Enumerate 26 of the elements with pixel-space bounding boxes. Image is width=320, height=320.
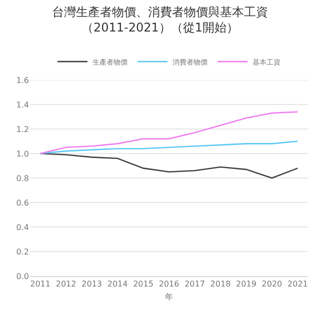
x-tick-label: 2011 xyxy=(30,280,50,289)
x-tick-label: 2014 xyxy=(107,280,128,289)
x-tick-label: 2013 xyxy=(82,280,102,289)
y-tick-label: 0.2 xyxy=(16,247,29,256)
y-tick-label: 0.4 xyxy=(16,222,29,232)
y-tick-label: 0.6 xyxy=(16,198,29,208)
y-tick-label: 0.0 xyxy=(16,272,29,281)
chart-subtitle: （2011-2021）（從1開始） xyxy=(81,20,239,35)
y-tick-label: 1.6 xyxy=(16,76,29,85)
line-series xyxy=(40,111,298,154)
y-tick-label: 0.8 xyxy=(16,174,29,183)
x-tick-label: 2017 xyxy=(184,280,205,289)
x-axis-title: 年 xyxy=(165,292,173,302)
chart-title: 台灣生產者物價、消費者物價與基本工資 xyxy=(52,5,268,19)
x-tick-label: 2020 xyxy=(262,280,282,289)
y-tick-label: 1.0 xyxy=(16,149,29,158)
x-tick-label: 2018 xyxy=(210,280,231,289)
y-tick-label: 1.2 xyxy=(16,124,29,134)
x-tick-label: 2019 xyxy=(236,280,256,289)
y-tick-label: 1.4 xyxy=(16,100,29,110)
x-tick-label: 2015 xyxy=(133,280,154,289)
line-series xyxy=(40,152,298,179)
x-tick-label: 2021 xyxy=(288,280,308,289)
line-series xyxy=(40,140,298,154)
x-tick-label: 2016 xyxy=(158,280,180,289)
x-tick-label: 2012 xyxy=(56,280,76,289)
